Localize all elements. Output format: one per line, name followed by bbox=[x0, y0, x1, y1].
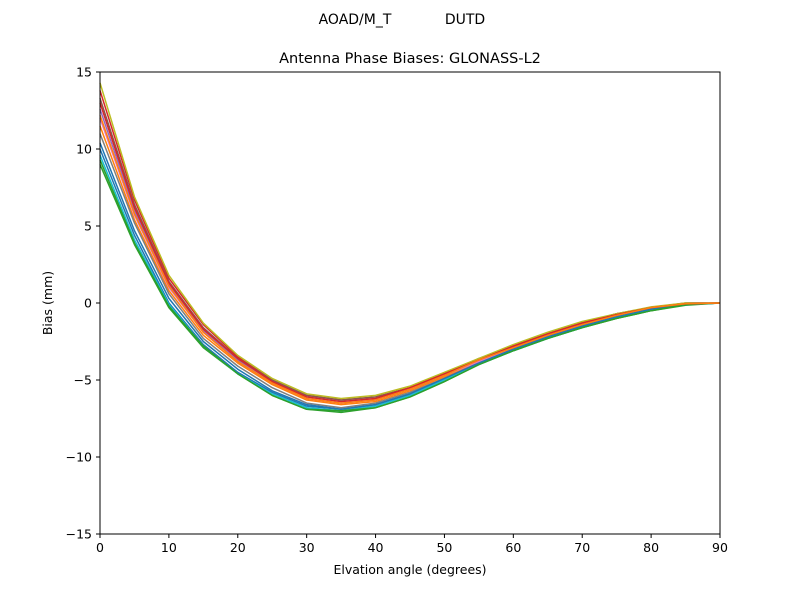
y-tick-label: −10 bbox=[66, 450, 92, 465]
suptitle-right: DUTD bbox=[445, 12, 485, 28]
y-tick-label: 0 bbox=[84, 296, 92, 311]
series-line-13 bbox=[99, 102, 721, 403]
chart-title: Antenna Phase Biases: GLONASS-L2 bbox=[279, 51, 541, 67]
y-tick-label: −5 bbox=[74, 373, 92, 388]
y-axis-label: Bias (mm) bbox=[40, 271, 55, 335]
series-line-12 bbox=[99, 159, 721, 412]
y-tick-label: 10 bbox=[76, 142, 92, 157]
series-line-9 bbox=[99, 82, 720, 400]
x-tick-label: 0 bbox=[96, 540, 104, 555]
x-tick-label: 30 bbox=[299, 540, 315, 555]
y-tick-label: 5 bbox=[84, 219, 92, 234]
x-tick-label: 20 bbox=[230, 540, 246, 555]
x-axis-label: Elvation angle (degrees) bbox=[333, 562, 486, 577]
series-lines bbox=[99, 82, 721, 414]
x-tick-label: 60 bbox=[505, 540, 521, 555]
x-tick-label: 80 bbox=[643, 540, 659, 555]
series-line-14 bbox=[99, 114, 721, 404]
x-tick-label: 10 bbox=[161, 540, 177, 555]
x-tick-label: 90 bbox=[712, 540, 728, 555]
suptitle-left: AOAD/M_T bbox=[319, 12, 392, 28]
y-tick-label: 15 bbox=[76, 65, 92, 80]
x-axis-ticks: 0 10 20 30 40 50 60 70 80 90 bbox=[96, 534, 728, 555]
y-axis-ticks: −15 −10 −5 0 5 10 15 bbox=[66, 65, 100, 542]
x-tick-label: 50 bbox=[436, 540, 452, 555]
y-tick-label: −15 bbox=[66, 527, 92, 542]
x-tick-label: 40 bbox=[368, 540, 384, 555]
series-line-11 bbox=[99, 142, 721, 411]
x-tick-label: 70 bbox=[574, 540, 590, 555]
